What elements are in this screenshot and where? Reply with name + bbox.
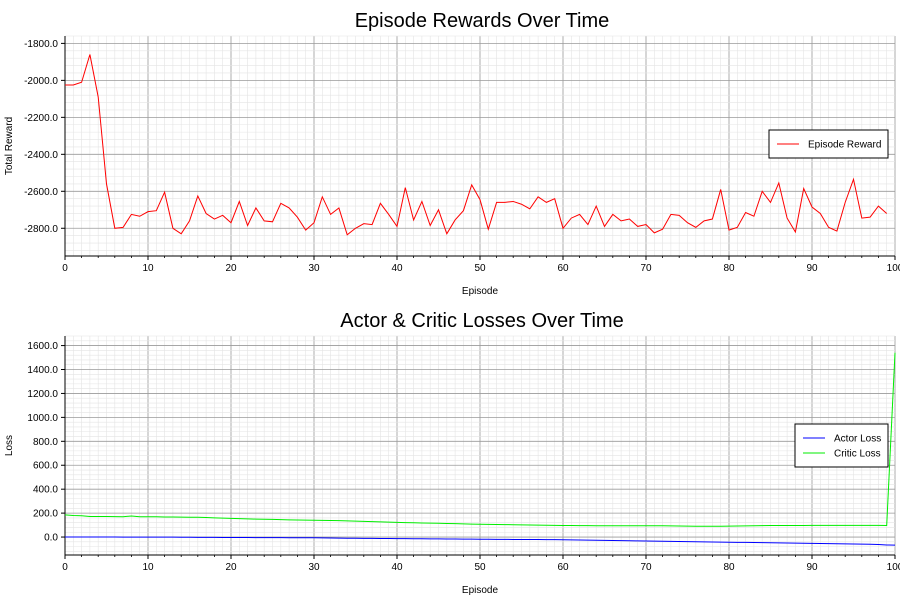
y-axis-label: Loss [4, 435, 15, 456]
chart-title: Actor & Critic Losses Over Time [340, 310, 623, 332]
chart-1: 0 10 20 30 40 50 60 70 80 90 100 -2800.0 -2600.0 -240… [4, 10, 900, 297]
legend-entry: Critic Loss [834, 449, 881, 460]
x-tick-label: 80 [723, 263, 735, 274]
x-tick-label: 10 [142, 562, 154, 573]
y-tick-label: 800.0 [33, 437, 58, 448]
x-tick-label: 90 [806, 562, 818, 573]
x-tick-label: 10 [142, 263, 154, 274]
x-tick-label: 20 [225, 263, 237, 274]
x-tick-label: 0 [62, 562, 68, 573]
y-tick-label: -2200.0 [24, 113, 58, 124]
legend: Actor Loss Critic Loss [794, 423, 889, 468]
x-tick-label: 30 [308, 562, 320, 573]
legend-entry: Episode Reward [808, 140, 881, 151]
y-tick-label: 1000.0 [27, 413, 58, 424]
grid [64, 335, 896, 555]
y-tick-label: 1600.0 [27, 341, 58, 352]
x-tick-label: 90 [806, 263, 818, 274]
y-tick-label: 1200.0 [27, 389, 58, 400]
x-tick-label: 80 [723, 562, 735, 573]
y-tick-label: -2800.0 [24, 224, 58, 235]
x-tick-label: 40 [391, 263, 403, 274]
x-tick-label: 60 [557, 263, 569, 274]
y-tick-label: -2400.0 [24, 150, 58, 161]
y-tick-label: 1400.0 [27, 365, 58, 376]
y-axis-label: Total Reward [4, 117, 15, 175]
y-tick-label: -2000.0 [24, 76, 58, 87]
grid [64, 35, 896, 256]
x-tick-label: 100 [887, 263, 900, 274]
y-tick-label: 600.0 [33, 461, 58, 472]
series-line-1 [65, 536, 896, 546]
y-tick-label: 200.0 [33, 509, 58, 520]
x-tick-label: 70 [640, 263, 652, 274]
x-tick-label: 50 [474, 562, 486, 573]
x-tick-label: 50 [474, 263, 486, 274]
y-tick-label: -2600.0 [24, 187, 58, 198]
y-tick-label: -1800.0 [24, 39, 58, 50]
chart-2: 01020304050607080901000.0200.0400.0600.0… [4, 310, 900, 596]
legend: Episode Reward [768, 129, 889, 159]
x-tick-label: 30 [308, 263, 320, 274]
series-line-1 [65, 54, 888, 236]
chart-title: Episode Rewards Over Time [355, 10, 610, 32]
y-tick-label: 0.0 [44, 533, 58, 544]
series-line-2 [64, 352, 896, 527]
x-axis-label: Episode [462, 585, 499, 596]
x-tick-label: 70 [640, 562, 652, 573]
x-tick-label: 40 [391, 562, 403, 573]
x-tick-label: 100 [887, 562, 900, 573]
legend-box [794, 423, 889, 468]
y-tick-label: 400.0 [33, 485, 58, 496]
x-axis-label: Episode [462, 286, 499, 297]
legend-entry: Actor Loss [834, 434, 881, 445]
x-tick-label: 20 [225, 562, 237, 573]
x-tick-label: 60 [557, 562, 569, 573]
x-tick-label: 0 [62, 263, 68, 274]
